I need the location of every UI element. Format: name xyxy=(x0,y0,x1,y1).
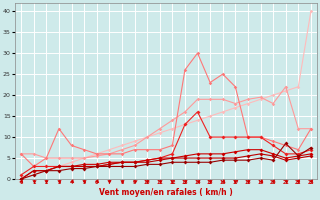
X-axis label: Vent moyen/en rafales ( km/h ): Vent moyen/en rafales ( km/h ) xyxy=(99,188,233,197)
